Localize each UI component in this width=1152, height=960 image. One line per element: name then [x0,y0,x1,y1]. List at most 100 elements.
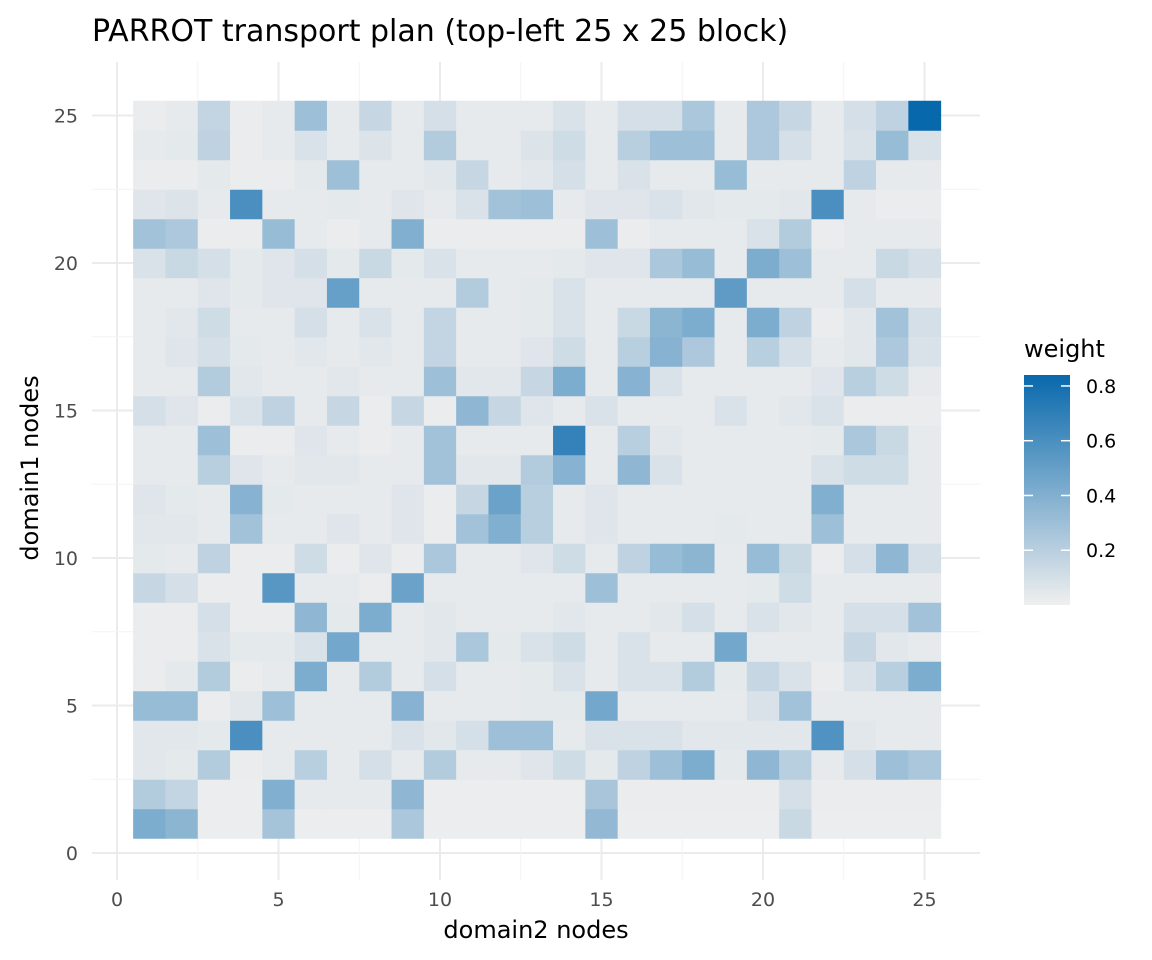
heatmap-cell [649,631,683,662]
heatmap-cell [165,218,199,249]
heatmap-cell [520,720,554,751]
heatmap-cell [456,602,489,633]
heatmap-cell [682,130,716,161]
heatmap-cell [649,454,683,485]
heatmap-cell [326,189,360,220]
heatmap-cell [746,395,780,426]
heatmap-cell [456,808,489,839]
heatmap-cell [520,336,554,367]
heatmap-cell [811,425,845,456]
heatmap-cell [391,513,425,544]
heatmap-cell [746,543,780,574]
heatmap-cell [165,631,199,662]
heatmap-cell [456,307,489,338]
heatmap-cell [423,808,457,839]
heatmap-cell [843,425,877,456]
heatmap-cell [585,218,619,249]
heatmap-cell [585,572,619,603]
heatmap-cell [197,484,231,515]
heatmap-cell [488,248,522,279]
heatmap-cell [359,277,393,308]
heatmap-cell [294,248,328,279]
heatmap-cell [488,159,522,190]
heatmap-cell [488,218,522,249]
heatmap-cell [262,130,296,161]
heatmap-cell [585,690,619,721]
heatmap-cell [553,248,586,279]
heatmap-cell [876,130,909,161]
heatmap-cell [230,130,263,161]
heatmap-cell [262,454,296,485]
heatmap-cell [326,808,360,839]
heatmap-cell [585,808,619,839]
heatmap-cell [876,100,909,131]
heatmap-cell [520,602,554,633]
heatmap-cell [165,572,199,603]
heatmap-cell [391,572,425,603]
heatmap-cell [746,336,780,367]
heatmap-cell [585,100,619,131]
heatmap-cell [488,690,522,721]
heatmap-cell [165,543,199,574]
heatmap-cell [230,366,263,397]
heatmap-cell [908,572,942,603]
heatmap-cell [811,602,845,633]
heatmap-cell [682,720,716,751]
heatmap-cell [649,602,683,633]
heatmap-cell [843,749,877,780]
heatmap-cell [843,366,877,397]
heatmap-cell [488,808,522,839]
heatmap-cell [294,661,328,692]
heatmap-cell [423,307,457,338]
heatmap-cell [133,572,166,603]
heatmap-cell [262,602,296,633]
heatmap-cell [326,425,360,456]
heatmap-cell [197,395,231,426]
heatmap-cell [456,425,489,456]
heatmap-cell [585,631,619,662]
heatmap-cell [779,602,812,633]
heatmap-cell [165,808,199,839]
heatmap-cell [326,572,360,603]
heatmap-cell [617,100,651,131]
heatmap-cell [197,572,231,603]
heatmap-cell [876,218,909,249]
heatmap-cell [714,130,748,161]
heatmap-cell [294,130,328,161]
heatmap-cell [391,808,425,839]
heatmap-cell [423,513,457,544]
heatmap-cell [326,720,360,751]
heatmap-cell [165,661,199,692]
heatmap-cell [649,661,683,692]
heatmap-cell [908,690,942,721]
heatmap-cell [262,189,296,220]
heatmap-cell [488,307,522,338]
heatmap-cell [617,277,651,308]
heatmap-cell [359,572,393,603]
heatmap-cell [843,808,877,839]
heatmap-cell [585,307,619,338]
heatmap-cell [359,218,393,249]
heatmap-cell [617,661,651,692]
heatmap-cell [359,661,393,692]
heatmap-cell [391,631,425,662]
heatmap-cell [294,690,328,721]
heatmap-cell [262,159,296,190]
heatmap-cell [553,572,586,603]
heatmap-cell [262,631,296,662]
heatmap-cell [197,513,231,544]
heatmap-cell [262,513,296,544]
heatmap-cell [488,277,522,308]
heatmap-cell [811,336,845,367]
heatmap-cell [165,602,199,633]
heatmap-cell [779,189,812,220]
heatmap-cell [908,425,942,456]
heatmap-cell [423,218,457,249]
heatmap-cell [746,307,780,338]
heatmap-cell [843,720,877,751]
heatmap-cell [714,631,748,662]
heatmap-cell [230,189,263,220]
heatmap-cell [617,749,651,780]
heatmap-cell [649,779,683,810]
heatmap-cell [843,336,877,367]
